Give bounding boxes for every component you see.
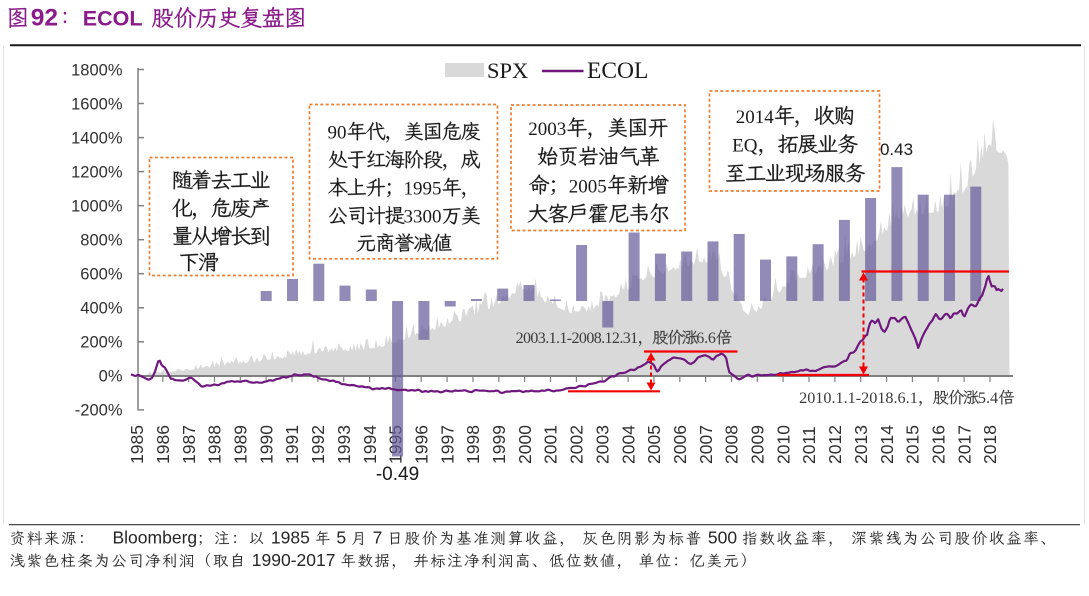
svg-text:800%: 800% (80, 232, 123, 250)
svg-text:1987: 1987 (179, 425, 199, 464)
svg-text:1989: 1989 (231, 425, 251, 464)
svg-text:1600%: 1600% (71, 95, 123, 113)
svg-text:5.4: 5.4 (978, 389, 998, 407)
svg-text:2011: 2011 (799, 426, 819, 464)
svg-text:2016: 2016 (929, 425, 949, 464)
svg-text:-200%: -200% (75, 402, 123, 420)
svg-text:600%: 600% (80, 266, 123, 284)
svg-text:400%: 400% (80, 300, 123, 318)
svg-text:7: 7 (373, 528, 383, 548)
svg-text:1997: 1997 (437, 425, 457, 464)
svg-text:2000: 2000 (515, 425, 535, 464)
svg-text:1986: 1986 (153, 425, 173, 464)
svg-text:1991: 1991 (282, 425, 302, 464)
svg-text:-0.49: -0.49 (376, 464, 419, 485)
svg-text:1999: 1999 (489, 425, 509, 464)
svg-text:1985: 1985 (271, 528, 310, 548)
svg-text:5: 5 (336, 528, 346, 548)
svg-text:2003: 2003 (528, 119, 566, 140)
svg-text:0%: 0% (99, 368, 123, 386)
svg-text:1995: 1995 (404, 179, 442, 200)
svg-text:2014: 2014 (736, 107, 775, 128)
svg-text:6.6: 6.6 (696, 330, 716, 347)
svg-text:2007: 2007 (696, 425, 716, 464)
svg-text:3300: 3300 (404, 207, 442, 228)
svg-text:2003.1.1-2008.12.31: 2003.1.1-2008.12.31 (516, 330, 639, 347)
svg-text:1994: 1994 (360, 425, 380, 464)
svg-text:1990: 1990 (256, 425, 276, 464)
svg-text:200%: 200% (80, 334, 123, 352)
svg-text:1990-2017: 1990-2017 (252, 550, 336, 570)
svg-text:1985: 1985 (127, 425, 147, 464)
svg-text:2010.1.1-2018.6.1: 2010.1.1-2018.6.1 (799, 389, 918, 407)
svg-text:2009: 2009 (748, 425, 768, 464)
svg-text:1993: 1993 (334, 425, 354, 464)
svg-text:2018: 2018 (980, 425, 1000, 464)
svg-text:2005: 2005 (644, 425, 664, 464)
svg-text:ECOL: ECOL (587, 58, 648, 84)
svg-text:1998: 1998 (463, 425, 483, 464)
svg-text:2008: 2008 (722, 425, 742, 464)
svg-text:2005: 2005 (569, 176, 607, 197)
svg-text:2013: 2013 (851, 425, 871, 464)
svg-text:2017: 2017 (954, 425, 974, 464)
svg-text:1988: 1988 (205, 425, 225, 464)
svg-text:92: 92 (31, 5, 58, 32)
svg-text:2004: 2004 (618, 425, 638, 464)
svg-text:1200%: 1200% (71, 163, 123, 181)
svg-text:2003: 2003 (592, 425, 612, 464)
svg-text:2002: 2002 (567, 425, 587, 464)
svg-text:2015: 2015 (903, 425, 923, 464)
svg-text:2006: 2006 (670, 425, 690, 464)
svg-text:1800%: 1800% (71, 61, 123, 79)
svg-text:Bloomberg: Bloomberg (113, 528, 198, 548)
svg-text:90: 90 (328, 123, 347, 144)
svg-text:2010: 2010 (773, 425, 793, 464)
svg-text:1000%: 1000% (71, 198, 123, 216)
svg-text:1400%: 1400% (71, 129, 123, 147)
svg-text:SPX: SPX (487, 58, 528, 83)
svg-text:0.43: 0.43 (880, 140, 913, 159)
svg-text:2001: 2001 (541, 425, 561, 464)
svg-text:EQ: EQ (732, 136, 758, 157)
svg-text:500: 500 (708, 528, 737, 548)
svg-text:2014: 2014 (877, 425, 897, 464)
svg-text:1996: 1996 (411, 425, 431, 464)
svg-text:2012: 2012 (825, 425, 845, 464)
svg-text:1992: 1992 (308, 425, 328, 464)
svg-text:ECOL: ECOL (83, 7, 143, 31)
